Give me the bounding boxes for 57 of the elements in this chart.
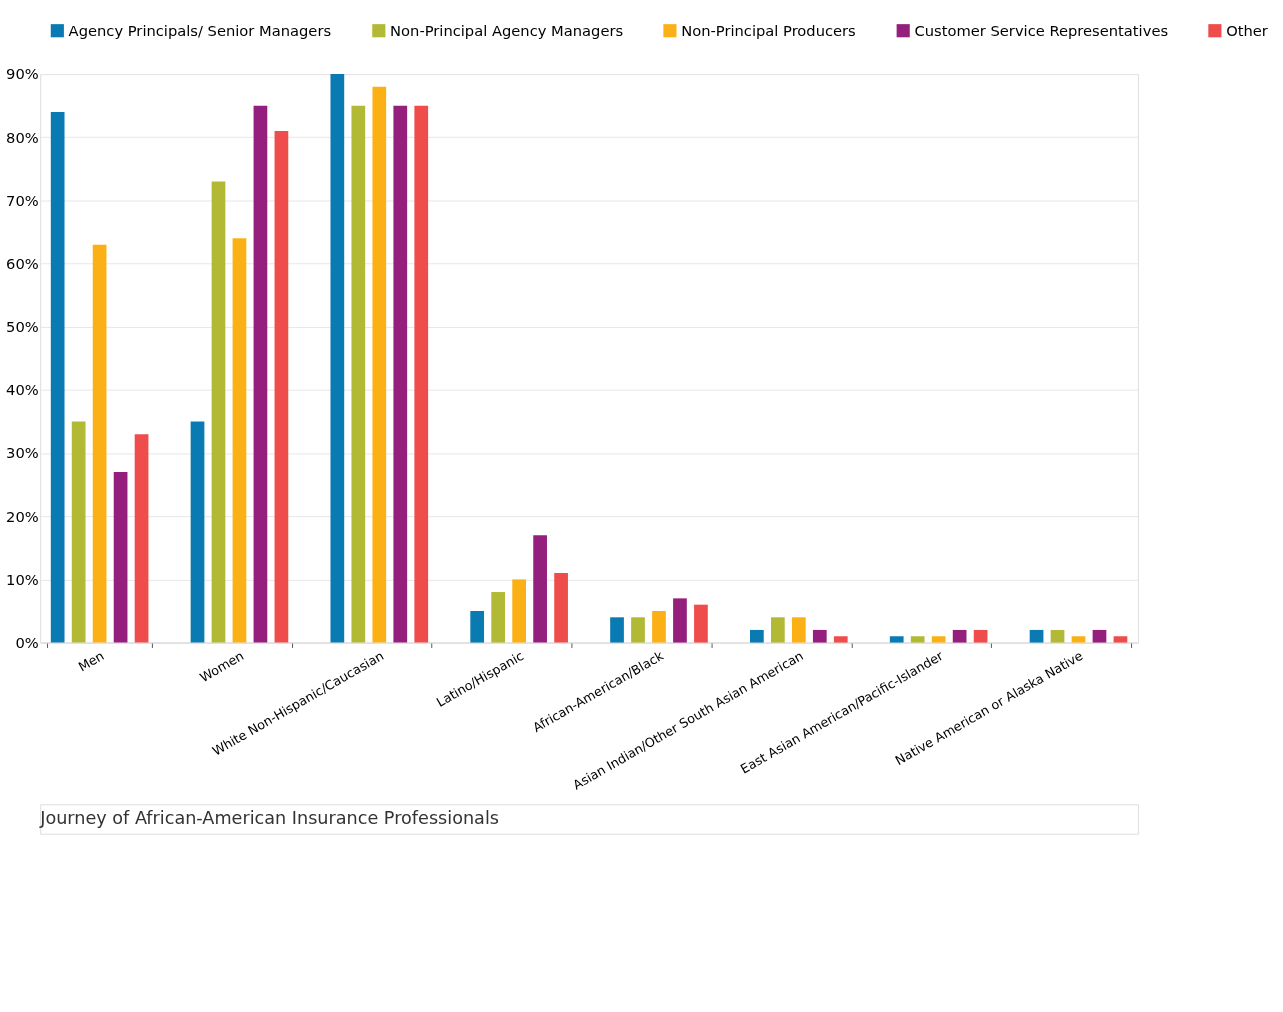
bar	[274, 130, 289, 643]
x-tick-label: Men	[75, 648, 107, 675]
bar	[554, 573, 568, 643]
bar	[190, 421, 205, 643]
bar	[50, 111, 65, 643]
y-tick-label: 30%	[6, 444, 39, 462]
bar	[1113, 636, 1128, 643]
bar	[889, 636, 904, 643]
bar	[1029, 629, 1044, 643]
bar	[833, 636, 848, 643]
y-tick-label: 0%	[15, 633, 39, 651]
y-tick-label: 40%	[6, 381, 39, 399]
y-tick-label: 20%	[6, 507, 39, 525]
bar	[694, 604, 708, 643]
bar	[952, 629, 967, 643]
bar	[414, 105, 429, 643]
bar	[1092, 629, 1107, 643]
bar	[652, 610, 666, 643]
bar	[330, 74, 345, 643]
bar	[673, 598, 687, 643]
legend-label: Other	[1226, 21, 1269, 39]
bar	[134, 434, 149, 643]
bar	[512, 579, 526, 643]
bar	[372, 86, 387, 643]
y-tick-label: 90%	[6, 65, 39, 83]
bar	[931, 636, 946, 643]
bar	[910, 636, 925, 643]
y-tick-label: 60%	[6, 254, 39, 272]
text: Journey of African-American Insurance Professionals	[39, 807, 499, 828]
bar	[211, 181, 226, 643]
bar	[750, 629, 764, 643]
bar	[791, 617, 806, 643]
bar	[610, 617, 624, 643]
bar	[770, 617, 785, 643]
bar	[351, 105, 366, 643]
legend-label: Non-Principal Agency Managers	[390, 21, 624, 39]
legend-label: Customer Service Representatives	[914, 21, 1169, 39]
bar	[631, 617, 645, 643]
y-tick-label: 70%	[6, 191, 39, 209]
bar	[470, 610, 485, 643]
bar	[232, 238, 247, 643]
bar	[92, 244, 107, 643]
bar	[253, 105, 268, 643]
bar	[533, 535, 547, 643]
bar	[113, 472, 128, 643]
y-tick-label: 10%	[6, 570, 39, 588]
bar	[1071, 636, 1086, 643]
bar	[812, 629, 827, 643]
bar	[393, 105, 408, 643]
y-tick-label: 80%	[6, 128, 39, 146]
y-tick-label: 50%	[6, 318, 39, 336]
legend-label: Non-Principal Producers	[681, 21, 856, 39]
bar	[71, 421, 86, 643]
bar	[491, 592, 506, 643]
bar	[973, 629, 988, 643]
bar	[1050, 629, 1065, 643]
legend-label: Agency Principals/ Senior Managers	[68, 21, 332, 39]
